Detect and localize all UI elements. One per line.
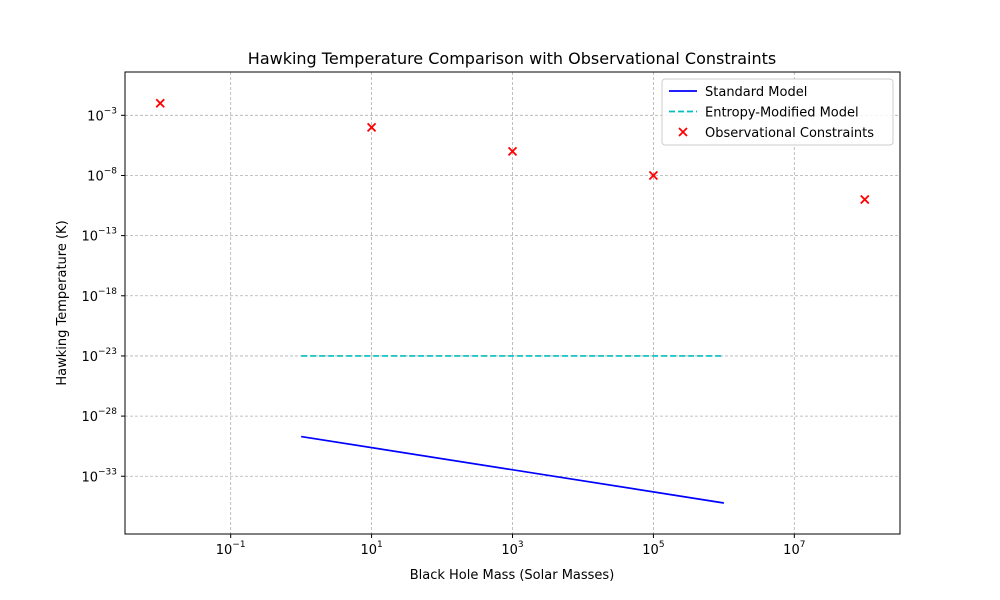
- legend-swatch-observational-constraints: [678, 127, 688, 137]
- legend: Standard Model Entropy-Modified Model Obse…: [661, 78, 894, 146]
- observational-constraints-point: [366, 122, 377, 132]
- tick-layer: 10−1 101 103 105 107 10−3 10−8 10−13 10−18 10−23 1…: [81, 106, 805, 558]
- legend-label-standard-model: Standard Model: [705, 85, 807, 100]
- observational-constraints-point: [155, 98, 165, 108]
- x-tick-label: 103: [501, 540, 523, 558]
- x-axis-label: Black Hole Mass (Solar Masses): [410, 568, 615, 583]
- x-tick-label: 10−1: [216, 540, 246, 558]
- y-tick-label: 10−23: [81, 347, 117, 365]
- observational-constraints-point: [860, 194, 870, 205]
- observational-constraints-point: [507, 146, 518, 157]
- y-tick-label: 10−13: [81, 227, 117, 245]
- x-tick-label: 105: [642, 540, 664, 558]
- observational-constraints-point: [648, 170, 659, 181]
- y-tick-label: 10−33: [81, 467, 117, 485]
- legend-label-observational-constraints: Observational Constraints: [705, 126, 874, 141]
- legend-box: [661, 78, 894, 146]
- x-tick-label: 107: [783, 540, 805, 558]
- legend-label-entropy-modified-model: Entropy-Modified Model: [705, 106, 859, 121]
- y-tick-label: 10−28: [81, 407, 117, 425]
- y-tick-label: 10−3: [87, 106, 117, 124]
- y-axis-label: Hawking Temperature (K): [55, 220, 70, 385]
- y-tick-label: 10−18: [81, 287, 117, 305]
- chart-title: Hawking Temperature Comparison with Obse…: [248, 49, 776, 68]
- y-tick-label: 10−8: [87, 166, 117, 184]
- series-layer: [155, 98, 870, 504]
- standard-model-line: [301, 435, 724, 504]
- x-tick-label: 101: [360, 540, 382, 558]
